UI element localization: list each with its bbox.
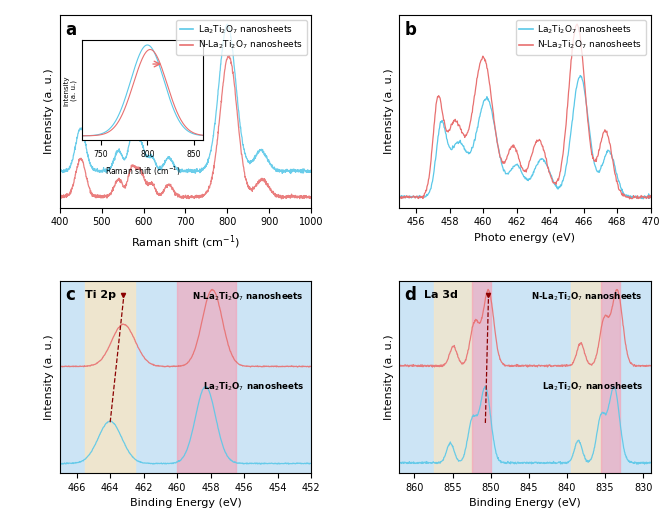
Y-axis label: Intensity (a. u.): Intensity (a. u.): [384, 334, 394, 419]
Text: c: c: [65, 286, 74, 304]
X-axis label: Raman shift (cm$^{-1}$): Raman shift (cm$^{-1}$): [131, 233, 240, 250]
Bar: [177, 281, 236, 473]
Bar: [434, 281, 471, 473]
Text: La 3d: La 3d: [424, 290, 458, 300]
X-axis label: Binding Energy (eV): Binding Energy (eV): [469, 498, 581, 508]
Text: Ti 2p: Ti 2p: [85, 290, 116, 300]
Text: N-La$_2$Ti$_2$O$_7$ nanosheets: N-La$_2$Ti$_2$O$_7$ nanosheets: [192, 290, 303, 303]
Y-axis label: Intensity (a. u.): Intensity (a. u.): [44, 69, 54, 154]
Bar: [601, 281, 620, 473]
Bar: [471, 281, 491, 473]
Y-axis label: Intensity (a. u.): Intensity (a. u.): [384, 69, 394, 154]
Legend: La$_2$Ti$_2$O$_7$ nanosheets, N-La$_2$Ti$_2$O$_7$ nanosheets: La$_2$Ti$_2$O$_7$ nanosheets, N-La$_2$Ti…: [176, 20, 307, 55]
X-axis label: Photo energy (eV): Photo energy (eV): [475, 233, 576, 243]
Y-axis label: Intensity (a. u.): Intensity (a. u.): [44, 334, 54, 419]
Bar: [85, 281, 135, 473]
Text: La$_2$Ti$_2$O$_7$ nanosheets: La$_2$Ti$_2$O$_7$ nanosheets: [542, 381, 643, 393]
Text: La$_2$Ti$_2$O$_7$ nanosheets: La$_2$Ti$_2$O$_7$ nanosheets: [203, 381, 303, 393]
Text: N-La$_2$Ti$_2$O$_7$ nanosheets: N-La$_2$Ti$_2$O$_7$ nanosheets: [531, 290, 643, 303]
Bar: [570, 281, 601, 473]
Text: a: a: [65, 21, 76, 39]
X-axis label: Binding Energy (eV): Binding Energy (eV): [129, 498, 242, 508]
Legend: La$_2$Ti$_2$O$_7$ nanosheets, N-La$_2$Ti$_2$O$_7$ nanosheets: La$_2$Ti$_2$O$_7$ nanosheets, N-La$_2$Ti…: [516, 20, 646, 55]
Text: d: d: [404, 286, 416, 304]
Text: b: b: [404, 21, 416, 39]
